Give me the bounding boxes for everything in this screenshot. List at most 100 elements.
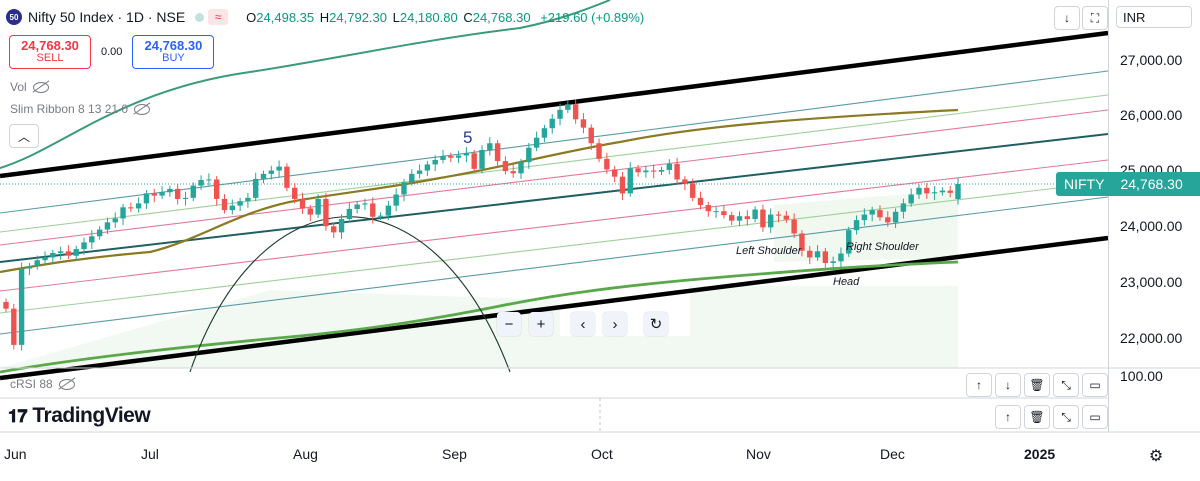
candle-body [190,185,196,198]
candle-body [892,211,899,223]
candle-body [799,233,805,251]
time-label: Jul [141,446,159,462]
candle-body [635,168,641,173]
candle-body [908,194,914,204]
sell-button[interactable]: 24,768.30 SELL [9,35,91,69]
scroll-right-button[interactable]: › [603,312,627,336]
maximize-pane-button[interactable]: ▭ [1082,405,1108,429]
candle-body [666,163,672,170]
candle-body [596,143,602,159]
candle-body [354,204,360,209]
candle-body [151,193,157,196]
candle-body [861,214,868,221]
candle-body [526,147,532,163]
shaded-range [774,190,958,262]
right-shoulder-label[interactable]: Right Shoulder [846,241,919,253]
indicator-slim-ribbon[interactable]: Slim Ribbon 8 13 21 0 [10,102,151,116]
candle-body [284,166,290,188]
candle-body [877,210,883,218]
candle-body [533,137,540,148]
candle-body [221,198,228,211]
candle-body [494,143,501,162]
candle-body [783,215,790,220]
candle-body [838,253,844,262]
candle-body [292,187,298,199]
elliott-wave-label[interactable]: 5 [463,128,473,147]
candle-body [81,242,87,250]
collapse-legend-button[interactable]: ︿ [9,124,39,148]
candle-body [213,179,220,199]
candle-body [916,187,922,195]
channel-upper-line [0,30,1109,179]
reset-chart-button[interactable]: ↻ [644,312,668,336]
move-pane-up-button[interactable]: ↑ [966,373,992,397]
currency-select[interactable]: INR [1116,6,1192,28]
delete-pane-button[interactable]: 🗑 [1024,373,1050,397]
collapse-pane-button[interactable]: ⤡ [1053,373,1079,397]
move-pane-up-button[interactable]: ↑ [995,405,1021,429]
hidden-eye-icon[interactable] [32,81,49,93]
candle-body [104,222,111,230]
gear-icon[interactable]: ⚙ [1148,448,1164,465]
candle-body [947,190,953,193]
buy-button[interactable]: 24,768.30 BUY [132,35,215,69]
candle-body [323,198,329,227]
indicator-crsi[interactable]: cRSI 88 [10,377,75,391]
candle-body [869,210,875,215]
zoom-out-button[interactable]: − [497,312,521,336]
scroll-left-button[interactable]: ‹ [571,312,595,336]
candle-body [120,207,126,219]
candle-body [18,268,25,345]
time-label: Jun [4,446,27,462]
move-pane-down-button[interactable]: ↓ [995,373,1021,397]
candle-body [409,173,415,183]
candle-body [276,166,282,171]
price-change: +219.60 (+0.89%) [540,9,645,25]
price-tick: 23,000.00 [1120,274,1183,290]
candle-body [432,159,438,165]
candle-body [541,128,548,138]
candle-body [260,173,267,179]
fib-line [0,109,1109,246]
hidden-eye-icon[interactable] [134,103,151,115]
zoom-in-button[interactable]: + [529,312,553,336]
maximize-pane-button[interactable]: ▭ [1082,373,1108,397]
time-label: 2025 [1024,446,1056,462]
ma-line-mid [0,108,959,274]
delete-pane-button[interactable]: 🗑 [1024,405,1050,429]
hidden-eye-icon[interactable] [58,378,75,390]
symbol-title[interactable]: Nifty 50 Index · 1D · NSE [28,9,186,25]
time-label: Dec [880,446,905,462]
candle-body [939,190,946,193]
candle-body [174,188,181,199]
left-shoulder-label[interactable]: Left Shoulder [736,245,802,257]
head-label[interactable]: Head [833,276,860,288]
candle-body [89,236,95,243]
candle-body [393,194,399,206]
candle-body [135,203,142,209]
candle-body [229,205,235,211]
time-label: Sep [442,446,467,462]
candle-body [760,209,766,228]
candle-body [650,170,657,172]
spread-value: 0.00 [101,46,123,58]
candle-body [440,156,446,160]
fullscreen-icon[interactable]: ⛶ [1082,6,1108,30]
candle-body [791,219,797,234]
candle-body [11,308,17,345]
candle-body [448,156,454,158]
scroll-controls: ‹ › [571,312,627,336]
indicator-vol[interactable]: Vol [10,80,49,94]
download-arrow-icon[interactable]: ↓ [1054,6,1080,30]
candle-body [853,220,860,231]
candle-body [604,158,610,170]
candle-body [182,197,189,199]
zoom-controls: − + [497,312,553,336]
collapse-pane-button[interactable]: ⤡ [1053,405,1079,429]
time-label: Nov [746,446,771,462]
candle-body [385,205,392,216]
candle-body [268,170,275,174]
shaded-range [0,286,958,368]
candle-body [3,301,9,309]
